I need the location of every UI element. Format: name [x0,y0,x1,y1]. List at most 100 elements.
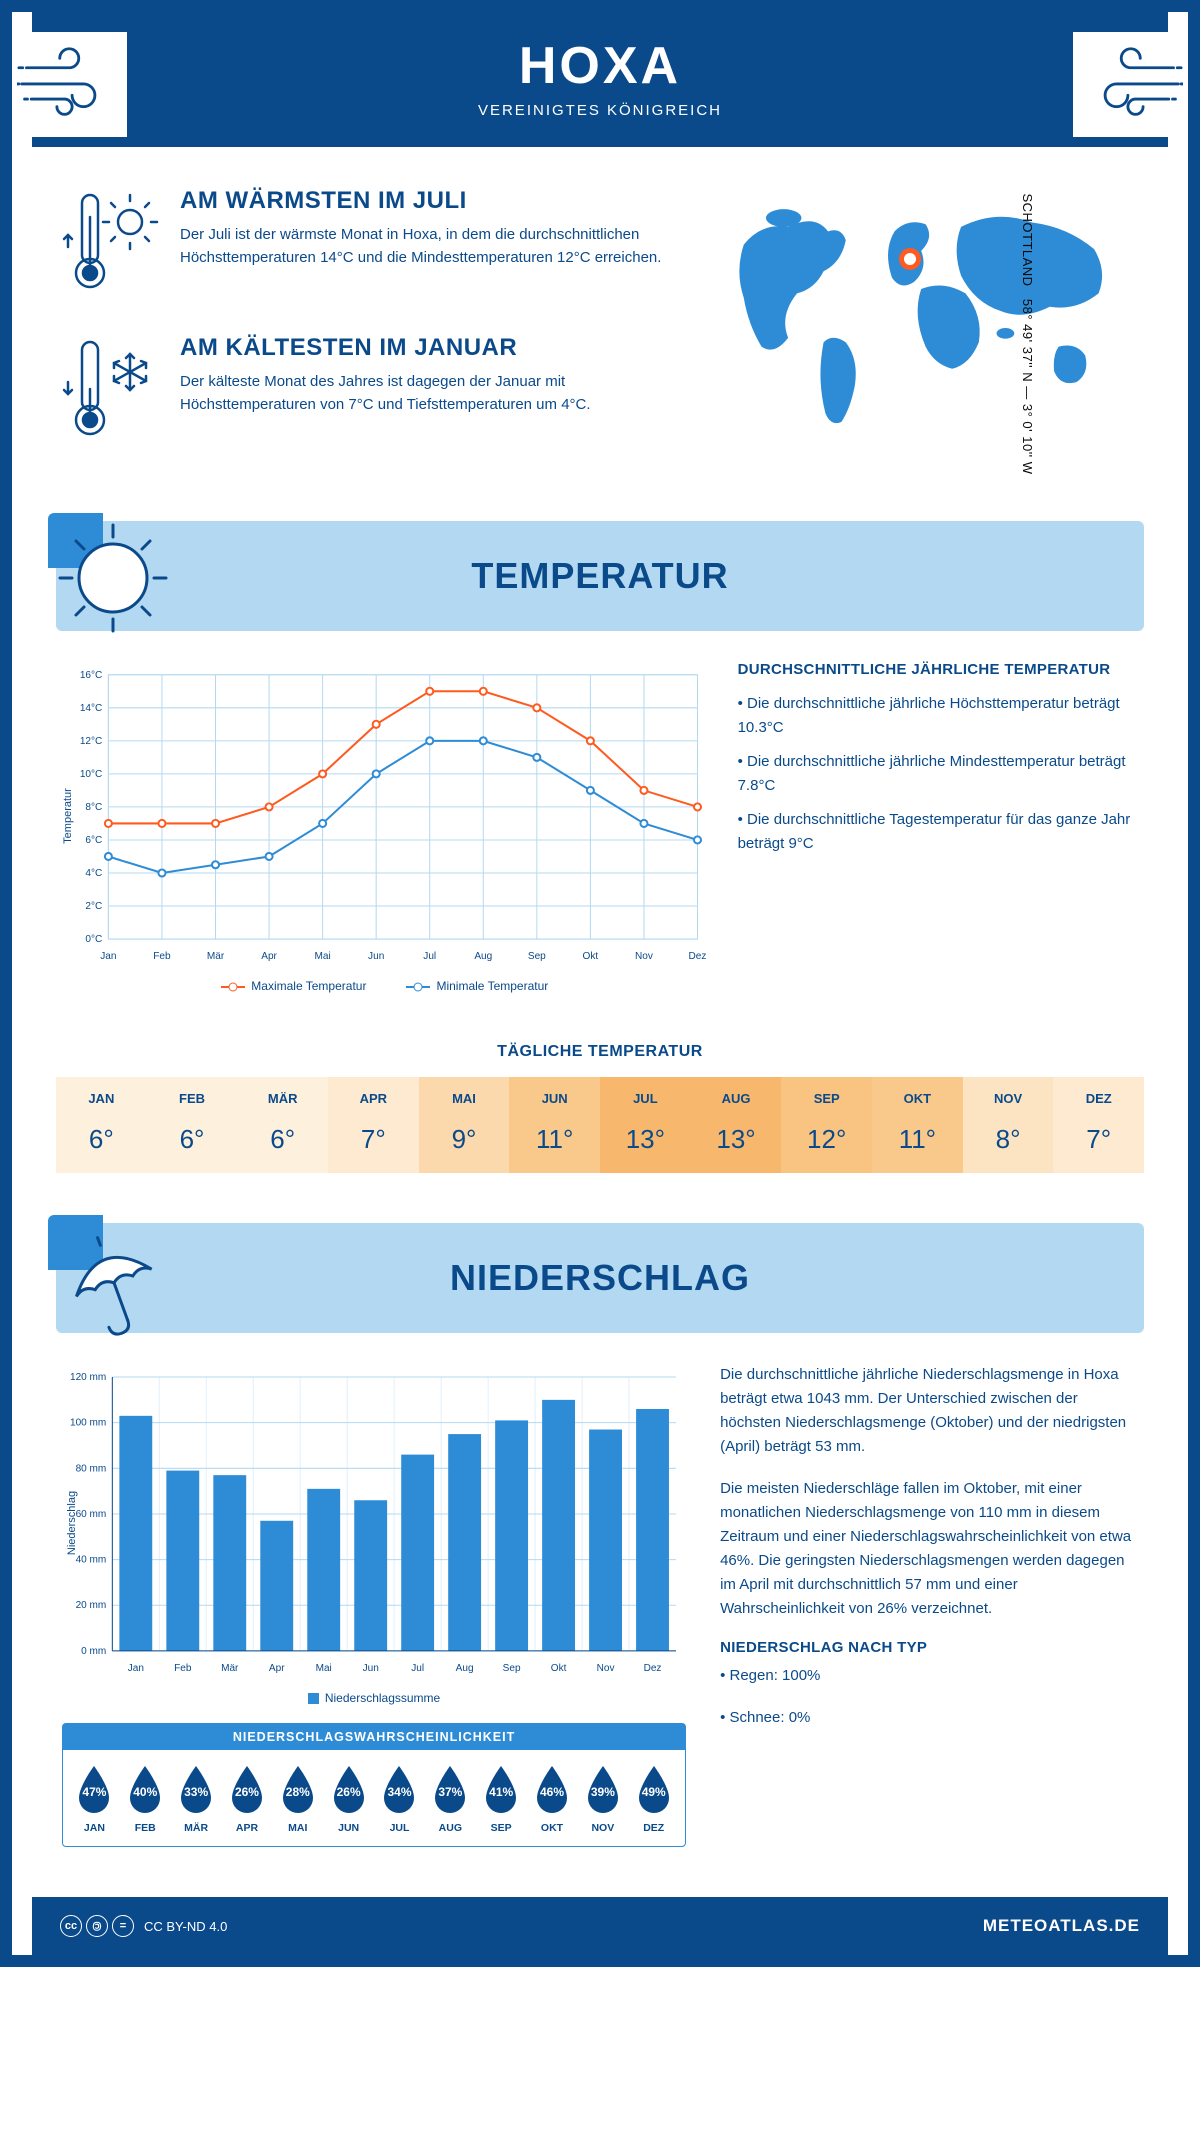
daily-temp-value: 12° [781,1124,872,1155]
probability-cell: 40% FEB [122,1764,169,1834]
footer-bar: cc 🄯 = CC BY-ND 4.0 METEOATLAS.DE [32,1897,1168,1955]
daily-month-label: JUL [600,1091,691,1106]
probability-value: 47% [73,1785,115,1799]
temp-bullet: • Die durchschnittliche Tagestemperatur … [738,808,1138,856]
probability-month: JUL [376,1822,423,1834]
temperature-line-chart: Temperatur 0°C2°C4°C6°C8°C10°C12°C14°C16… [62,661,708,971]
probability-cell: 49% DEZ [630,1764,677,1834]
temperature-heading: TEMPERATUR [471,555,728,597]
svg-text:Sep: Sep [528,951,546,962]
temperature-chart-area: Temperatur 0°C2°C4°C6°C8°C10°C12°C14°C16… [62,661,708,993]
precip-type-title: NIEDERSCHLAG NACH TYP [720,1639,1138,1656]
daily-temp-cell: OKT11° [872,1077,963,1173]
umbrella-icon [48,1215,178,1345]
license-block: cc 🄯 = CC BY-ND 4.0 [60,1915,227,1937]
svg-text:Sep: Sep [503,1663,521,1674]
daily-month-label: FEB [147,1091,238,1106]
daily-month-label: JUN [509,1091,600,1106]
raindrop-icon: 33% [175,1764,217,1816]
warmest-body: Der Juli ist der wärmste Monat in Hoxa, … [180,223,665,270]
probability-value: 49% [633,1785,675,1799]
coldest-block: AM KÄLTESTEN IM JANUAR Der kälteste Mona… [62,334,665,449]
raindrop-icon: 34% [378,1764,420,1816]
svg-text:Dez: Dez [689,951,707,962]
temperature-body: Temperatur 0°C2°C4°C6°C8°C10°C12°C14°C16… [12,631,1188,1013]
svg-text:0°C: 0°C [85,934,102,945]
probability-month: OKT [529,1822,576,1834]
probability-value: 33% [175,1785,217,1799]
probability-cell: 37% AUG [427,1764,474,1834]
precip-text-column: Die durchschnittliche jährliche Niedersc… [720,1363,1138,1847]
probability-box: NIEDERSCHLAGSWAHRSCHEINLICHKEIT 47% JAN … [62,1723,686,1847]
coldest-body: Der kälteste Monat des Jahres ist dagege… [180,370,665,417]
temperature-section-header: TEMPERATUR [56,521,1144,631]
daily-temp-value: 8° [963,1124,1054,1155]
cc-icons: cc 🄯 = [60,1915,134,1937]
daily-temp-value: 11° [509,1124,600,1155]
daily-temp-value: 13° [691,1124,782,1155]
license-text: CC BY-ND 4.0 [144,1919,227,1934]
daily-temp-value: 7° [1053,1124,1144,1155]
header-banner: HOXA VEREINIGTES KÖNIGREICH [32,12,1168,147]
page-frame: HOXA VEREINIGTES KÖNIGREICH AM WÄRMSTEN … [0,0,1200,1967]
svg-text:Apr: Apr [269,1663,285,1674]
by-icon: 🄯 [86,1915,108,1937]
daily-temp-value: 6° [147,1124,238,1155]
svg-text:16°C: 16°C [80,670,103,681]
probability-month: MAI [274,1822,321,1834]
temp-bullet: • Die durchschnittliche jährliche Höchst… [738,692,1138,740]
probability-cell: 26% JUN [325,1764,372,1834]
svg-text:Mär: Mär [221,1663,239,1674]
svg-text:120 mm: 120 mm [70,1372,106,1383]
daily-temp-cell: AUG 13° [691,1077,782,1173]
probability-title: NIEDERSCHLAGSWAHRSCHEINLICHKEIT [63,1724,685,1750]
svg-text:2°C: 2°C [85,901,102,912]
probability-value: 28% [277,1785,319,1799]
svg-text:100 mm: 100 mm [70,1418,106,1429]
daily-month-label: JAN [56,1091,147,1106]
svg-text:80 mm: 80 mm [76,1463,107,1474]
probability-value: 46% [531,1785,573,1799]
svg-text:60 mm: 60 mm [76,1509,107,1520]
svg-text:Jan: Jan [100,951,116,962]
svg-text:Jul: Jul [423,951,436,962]
temp-y-axis-label: Temperatur [62,788,74,844]
svg-text:Dez: Dez [644,1663,662,1674]
probability-value: 34% [378,1785,420,1799]
svg-text:Okt: Okt [551,1663,567,1674]
svg-text:Mai: Mai [314,951,330,962]
temp-summary-title: DURCHSCHNITTLICHE JÄHRLICHE TEMPERATUR [738,661,1138,678]
svg-text:6°C: 6°C [85,835,102,846]
daily-month-label: NOV [963,1091,1054,1106]
warmest-title: AM WÄRMSTEN IM JULI [180,187,665,215]
raindrop-icon: 47% [73,1764,115,1816]
svg-text:12°C: 12°C [80,736,103,747]
daily-month-label: AUG [691,1091,782,1106]
svg-text:Feb: Feb [153,951,171,962]
cc-icon: cc [60,1915,82,1937]
temperature-legend: Maximale Temperatur Minimale Temperatur [62,979,708,993]
raindrop-icon: 28% [277,1764,319,1816]
temperature-summary: DURCHSCHNITTLICHE JÄHRLICHE TEMPERATUR •… [738,661,1138,993]
temp-bullet: • Die durchschnittliche jährliche Mindes… [738,750,1138,798]
probability-cell: 47% JAN [71,1764,118,1834]
probability-cell: 46% OKT [529,1764,576,1834]
daily-temp-grid: JAN6°FEB6°MÄR6°APR7°MAI9°JUN11°JUL13°AUG… [56,1077,1144,1173]
precipitation-body: Niederschlag 0 mm20 mm40 mm60 mm80 mm100… [12,1333,1188,1867]
probability-month: DEZ [630,1822,677,1834]
wind-icon [17,42,112,122]
daily-month-label: APR [328,1091,419,1106]
daily-temp-cell: FEB 6° [147,1077,238,1173]
svg-text:0 mm: 0 mm [81,1646,106,1657]
svg-text:Mai: Mai [316,1663,332,1674]
daily-temp-cell: JAN6° [56,1077,147,1173]
svg-text:4°C: 4°C [85,868,102,879]
location-pin-icon [899,248,921,270]
brand-label: METEOATLAS.DE [983,1916,1140,1936]
daily-temp-value: 9° [419,1124,510,1155]
nd-icon: = [112,1915,134,1937]
svg-text:40 mm: 40 mm [76,1555,107,1566]
coordinates-label: SCHOTTLAND 58° 49' 37'' N — 3° 0' 10'' W [1020,193,1035,474]
raindrop-icon: 41% [480,1764,522,1816]
svg-text:Okt: Okt [583,951,599,962]
